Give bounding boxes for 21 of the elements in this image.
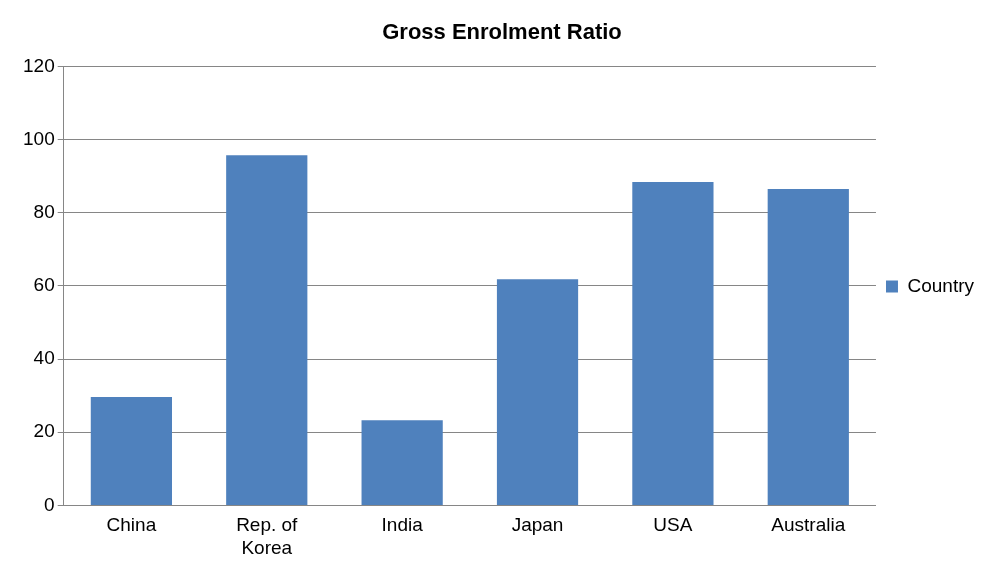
bar — [496, 279, 579, 505]
x-tick-label: Australia — [771, 514, 846, 536]
chart-title: Gross Enrolment Ratio — [382, 19, 622, 45]
x-tick-label: USA — [653, 514, 693, 536]
y-tick-label: 120 — [23, 54, 55, 76]
x-tick-label: Japan — [511, 514, 564, 536]
bar — [767, 188, 849, 505]
y-tick-label: 60 — [33, 274, 55, 296]
bar — [226, 155, 308, 505]
legend-label: Country — [907, 274, 975, 296]
y-tick-label: 100 — [23, 127, 55, 149]
bar — [90, 397, 172, 505]
bar — [361, 420, 443, 505]
x-tick-label: India — [381, 514, 424, 536]
x-tick-label: Rep. of Korea — [236, 514, 299, 558]
y-tick-label: 20 — [33, 420, 55, 442]
y-tick-label: 80 — [33, 200, 55, 222]
y-tick-label: 40 — [33, 347, 55, 369]
bar — [632, 182, 714, 505]
y-tick-label: 0 — [44, 493, 55, 515]
x-tick-label: China — [106, 514, 157, 536]
